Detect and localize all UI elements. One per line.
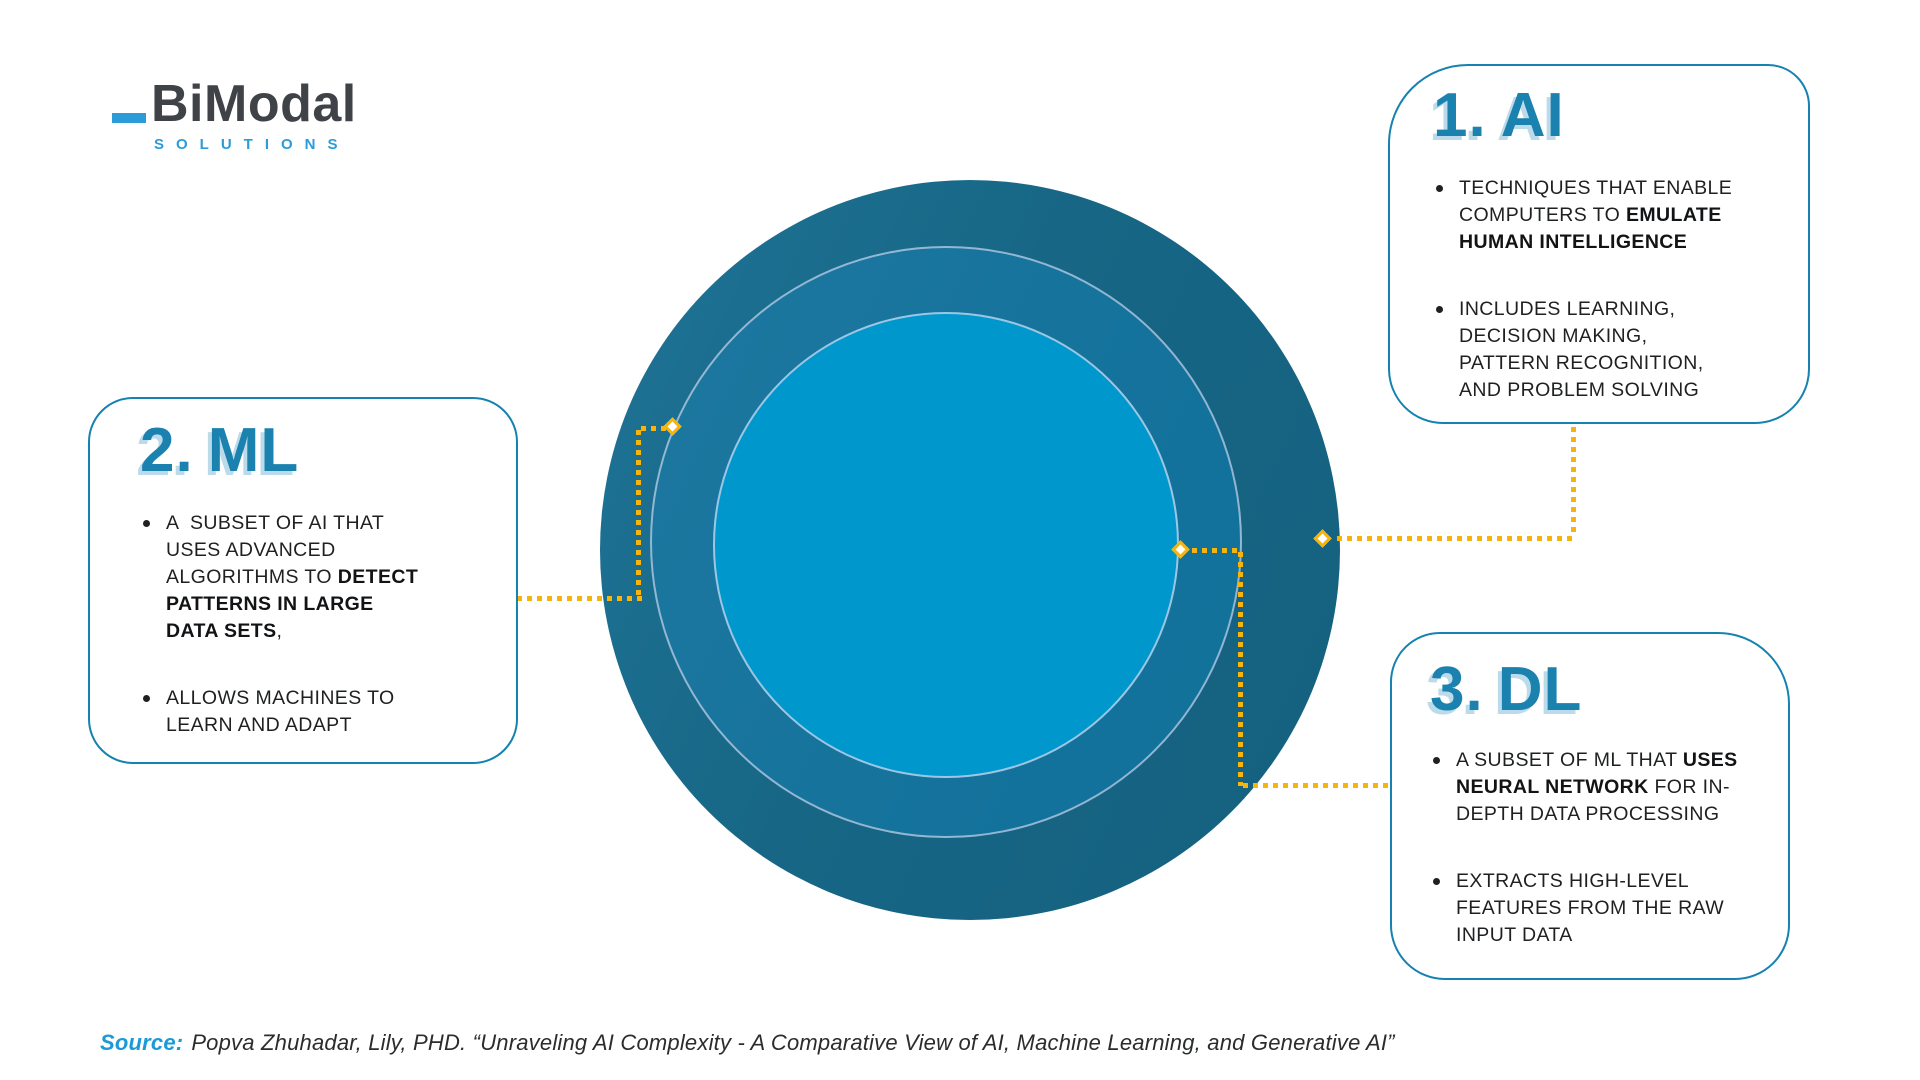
ai-card: 1. AI TECHNIQUES THAT ENABLE COMPUTERS TO… bbox=[1388, 64, 1810, 424]
dl-connector-horizontal-line bbox=[1243, 783, 1390, 788]
source-label: Source: bbox=[100, 1030, 184, 1055]
logo-wordmark: BiModal bbox=[112, 78, 357, 130]
dl-card-bullets: A SUBSET OF ML THAT USES NEURAL NETWORK … bbox=[1430, 747, 1766, 949]
bullet-item: A SUBSET OF AI THAT USES ADVANCED ALGORI… bbox=[140, 510, 496, 645]
bullet-text-bold: USES NEURAL NETWORK bbox=[1456, 749, 1738, 799]
dl-card: 3. DL A SUBSET OF ML THAT USES NEURAL NET… bbox=[1390, 632, 1790, 980]
bullet-item: TECHNIQUES THAT ENABLE COMPUTERS TO EMUL… bbox=[1433, 175, 1780, 256]
logo-name: BiModal bbox=[151, 75, 357, 133]
bullet-text: A SUBSET OF AI THAT USES ADVANCED ALGORI… bbox=[166, 512, 385, 589]
bullet-text: , bbox=[276, 620, 283, 643]
dl-connector-vertical-line bbox=[1238, 552, 1243, 786]
ai-card-abbr: AI bbox=[1500, 81, 1565, 150]
dl-card-title: 3. DL bbox=[1430, 654, 1766, 725]
ml-connector-horizontal-line bbox=[517, 596, 643, 601]
ai-card-bullets: TECHNIQUES THAT ENABLE COMPUTERS TO EMUL… bbox=[1433, 175, 1780, 404]
ml-connector-stub-line bbox=[641, 426, 667, 431]
dl-connector-stub-line bbox=[1192, 548, 1242, 553]
bullet-text-bold: DETECT PATTERNS IN LARGE DATA SETS bbox=[166, 566, 419, 643]
dl-inner-circle bbox=[713, 312, 1179, 778]
ai-connector-horizontal-line bbox=[1337, 536, 1576, 541]
ml-card: 2. ML A SUBSET OF AI THAT USES ADVANCED A… bbox=[88, 397, 518, 764]
bullet-text: EXTRACTS HIGH-LEVEL FEATURES FROM THE RA… bbox=[1456, 870, 1725, 947]
ml-card-abbr: ML bbox=[207, 416, 300, 485]
bullet-text: FOR IN- DEPTH DATA PROCESSING bbox=[1456, 776, 1730, 826]
source-text: Popva Zhuhadar, Lily, PHD. “Unraveling A… bbox=[191, 1030, 1395, 1055]
bullet-item: ALLOWS MACHINES TO LEARN AND ADAPT bbox=[140, 685, 496, 739]
bullet-item: EXTRACTS HIGH-LEVEL FEATURES FROM THE RA… bbox=[1430, 868, 1766, 949]
bullet-text: INCLUDES LEARNING, DECISION MAKING, PATT… bbox=[1459, 298, 1704, 402]
bullet-item: A SUBSET OF ML THAT USES NEURAL NETWORK … bbox=[1430, 747, 1766, 828]
bullet-text: A SUBSET OF ML THAT bbox=[1456, 749, 1683, 772]
company-logo: BiModal SOLUTIONS bbox=[112, 78, 357, 153]
ml-connector-vertical-line bbox=[636, 430, 641, 600]
bullet-text: TECHNIQUES THAT ENABLE COMPUTERS TO bbox=[1459, 177, 1733, 227]
bullet-item: INCLUDES LEARNING, DECISION MAKING, PATT… bbox=[1433, 296, 1780, 404]
bullet-text-bold: EMULATE HUMAN INTELLIGENCE bbox=[1459, 204, 1722, 254]
bullet-text: ALLOWS MACHINES TO LEARN AND ADAPT bbox=[166, 687, 395, 737]
ai-card-number: 1. bbox=[1433, 81, 1487, 150]
ai-connector-vertical-line bbox=[1571, 427, 1576, 537]
dl-card-abbr: DL bbox=[1497, 655, 1583, 724]
logo-underscore-icon bbox=[112, 113, 146, 123]
ml-card-title: 2. ML bbox=[140, 415, 496, 486]
ml-card-bullets: A SUBSET OF AI THAT USES ADVANCED ALGORI… bbox=[140, 510, 496, 739]
ai-card-title: 1. AI bbox=[1433, 80, 1780, 151]
logo-tagline: SOLUTIONS bbox=[154, 136, 350, 153]
source-line: Source: Popva Zhuhadar, Lily, PHD. “Unrav… bbox=[100, 1030, 1395, 1056]
ml-card-number: 2. bbox=[140, 416, 194, 485]
dl-card-number: 3. bbox=[1430, 655, 1484, 724]
